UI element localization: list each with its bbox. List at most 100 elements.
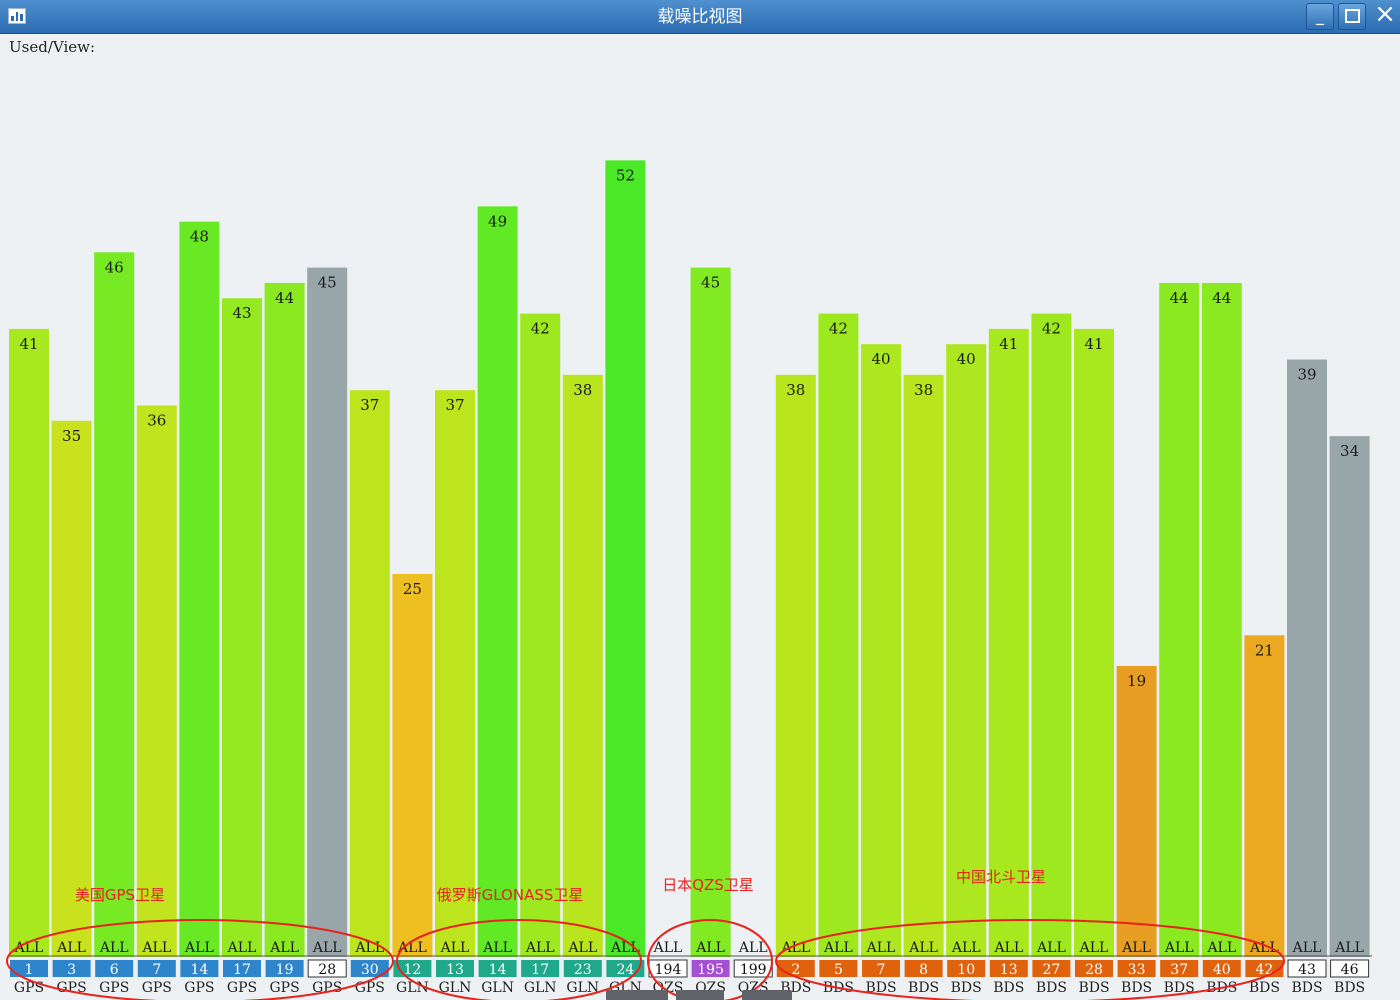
prn-label: 12 xyxy=(403,962,421,978)
band-label: ALL xyxy=(312,940,342,956)
prn-badge xyxy=(1032,960,1071,977)
snr-value-label: 48 xyxy=(190,228,209,246)
snr-bar xyxy=(264,282,305,957)
snr-bar xyxy=(818,313,859,957)
snr-bar xyxy=(562,374,603,958)
snr-bar xyxy=(903,374,944,958)
snr-bar xyxy=(179,221,220,957)
snr-bar xyxy=(94,252,135,957)
snr-value-label: 41 xyxy=(999,335,1018,353)
prn-label: 2 xyxy=(791,962,800,978)
snr-value-label: 49 xyxy=(488,212,507,230)
band-label: ALL xyxy=(397,940,427,956)
snr-bar xyxy=(477,206,518,957)
status-strip-segment xyxy=(606,990,668,1000)
window-titlebar[interactable]: 载噪比视图 _ × xyxy=(0,0,1400,34)
snr-bar xyxy=(51,420,92,957)
prn-badge xyxy=(1330,959,1370,978)
prn-label: 194 xyxy=(655,962,682,978)
snr-bar xyxy=(307,267,348,958)
prn-label: 3 xyxy=(67,962,76,978)
snr-value-label: 38 xyxy=(786,381,805,399)
prn-label: 199 xyxy=(740,962,767,978)
system-label: BDS xyxy=(1249,980,1280,996)
snr-bar xyxy=(605,160,646,958)
close-button[interactable]: × xyxy=(1374,0,1396,29)
prn-label: 1 xyxy=(25,962,34,978)
snr-bar xyxy=(392,574,433,957)
prn-label: 17 xyxy=(531,962,549,978)
snr-value-label: 44 xyxy=(1212,289,1231,307)
system-label: BDS xyxy=(865,980,896,996)
system-label: GLN xyxy=(439,980,472,996)
prn-badge xyxy=(137,960,176,977)
band-label: ALL xyxy=(1164,940,1194,956)
prn-label: 42 xyxy=(1255,962,1273,978)
annotation-ellipse xyxy=(775,919,1285,1000)
prn-badge xyxy=(52,960,91,977)
snr-bar xyxy=(775,374,816,958)
prn-label: 17 xyxy=(233,962,251,978)
band-label: ALL xyxy=(610,940,640,956)
band-label: ALL xyxy=(99,940,129,956)
snr-value-label: 43 xyxy=(232,304,251,322)
snr-value-label: 44 xyxy=(1170,289,1189,307)
band-label: ALL xyxy=(184,940,214,956)
prn-label: 24 xyxy=(616,962,634,978)
prn-label: 19 xyxy=(276,962,294,978)
prn-badge xyxy=(733,959,773,978)
snr-bar xyxy=(1159,282,1200,957)
minimize-button[interactable]: _ xyxy=(1306,3,1334,30)
system-label: BDS xyxy=(1121,980,1152,996)
snr-bar xyxy=(136,405,177,958)
prn-label: 27 xyxy=(1042,962,1060,978)
prn-label: 8 xyxy=(919,962,928,978)
prn-badge xyxy=(691,960,730,977)
snr-value-label: 38 xyxy=(573,381,592,399)
snr-bar xyxy=(435,390,475,957)
status-strip-segment xyxy=(676,990,724,1000)
snr-value-label: 41 xyxy=(1084,335,1103,353)
prn-badge xyxy=(95,960,134,977)
band-label: ALL xyxy=(866,940,896,956)
prn-label: 7 xyxy=(877,962,886,978)
band-label: ALL xyxy=(653,940,683,956)
snr-bar xyxy=(222,298,262,957)
snr-value-label: 46 xyxy=(105,258,124,276)
prn-badge xyxy=(947,960,986,977)
system-label: GPS xyxy=(269,980,299,996)
prn-label: 5 xyxy=(834,962,843,978)
system-label: BDS xyxy=(1036,980,1067,996)
prn-badge xyxy=(180,960,219,977)
snr-value-label: 38 xyxy=(914,381,933,399)
maximize-button[interactable] xyxy=(1338,3,1366,30)
bar-chart-app-icon xyxy=(8,8,26,24)
prn-label: 6 xyxy=(110,962,119,978)
snr-bar xyxy=(861,344,901,957)
system-label: BDS xyxy=(1291,980,1322,996)
snr-value-label: 40 xyxy=(871,350,890,368)
snr-value-label: 40 xyxy=(957,350,976,368)
prn-badge xyxy=(307,959,347,978)
prn-badge xyxy=(10,960,48,977)
prn-label: 195 xyxy=(697,962,724,978)
snr-bar xyxy=(1244,635,1285,957)
snr-value-label: 39 xyxy=(1297,366,1316,384)
prn-label: 7 xyxy=(152,962,161,978)
prn-badge xyxy=(223,960,261,977)
system-label: GPS xyxy=(227,980,257,996)
snr-bar xyxy=(1201,282,1242,957)
annotation-ellipse xyxy=(396,919,642,1000)
prn-label: 28 xyxy=(318,962,336,978)
snr-bar xyxy=(690,267,731,958)
prn-label: 46 xyxy=(1341,962,1359,978)
band-label: ALL xyxy=(56,940,86,956)
prn-badge xyxy=(819,960,858,977)
prn-badge xyxy=(1075,960,1113,977)
window-title: 载噪比视图 xyxy=(657,7,743,27)
prn-label: 13 xyxy=(446,962,464,978)
system-label: BDS xyxy=(908,980,939,996)
band-label: ALL xyxy=(269,940,299,956)
system-label: GPS xyxy=(184,980,214,996)
